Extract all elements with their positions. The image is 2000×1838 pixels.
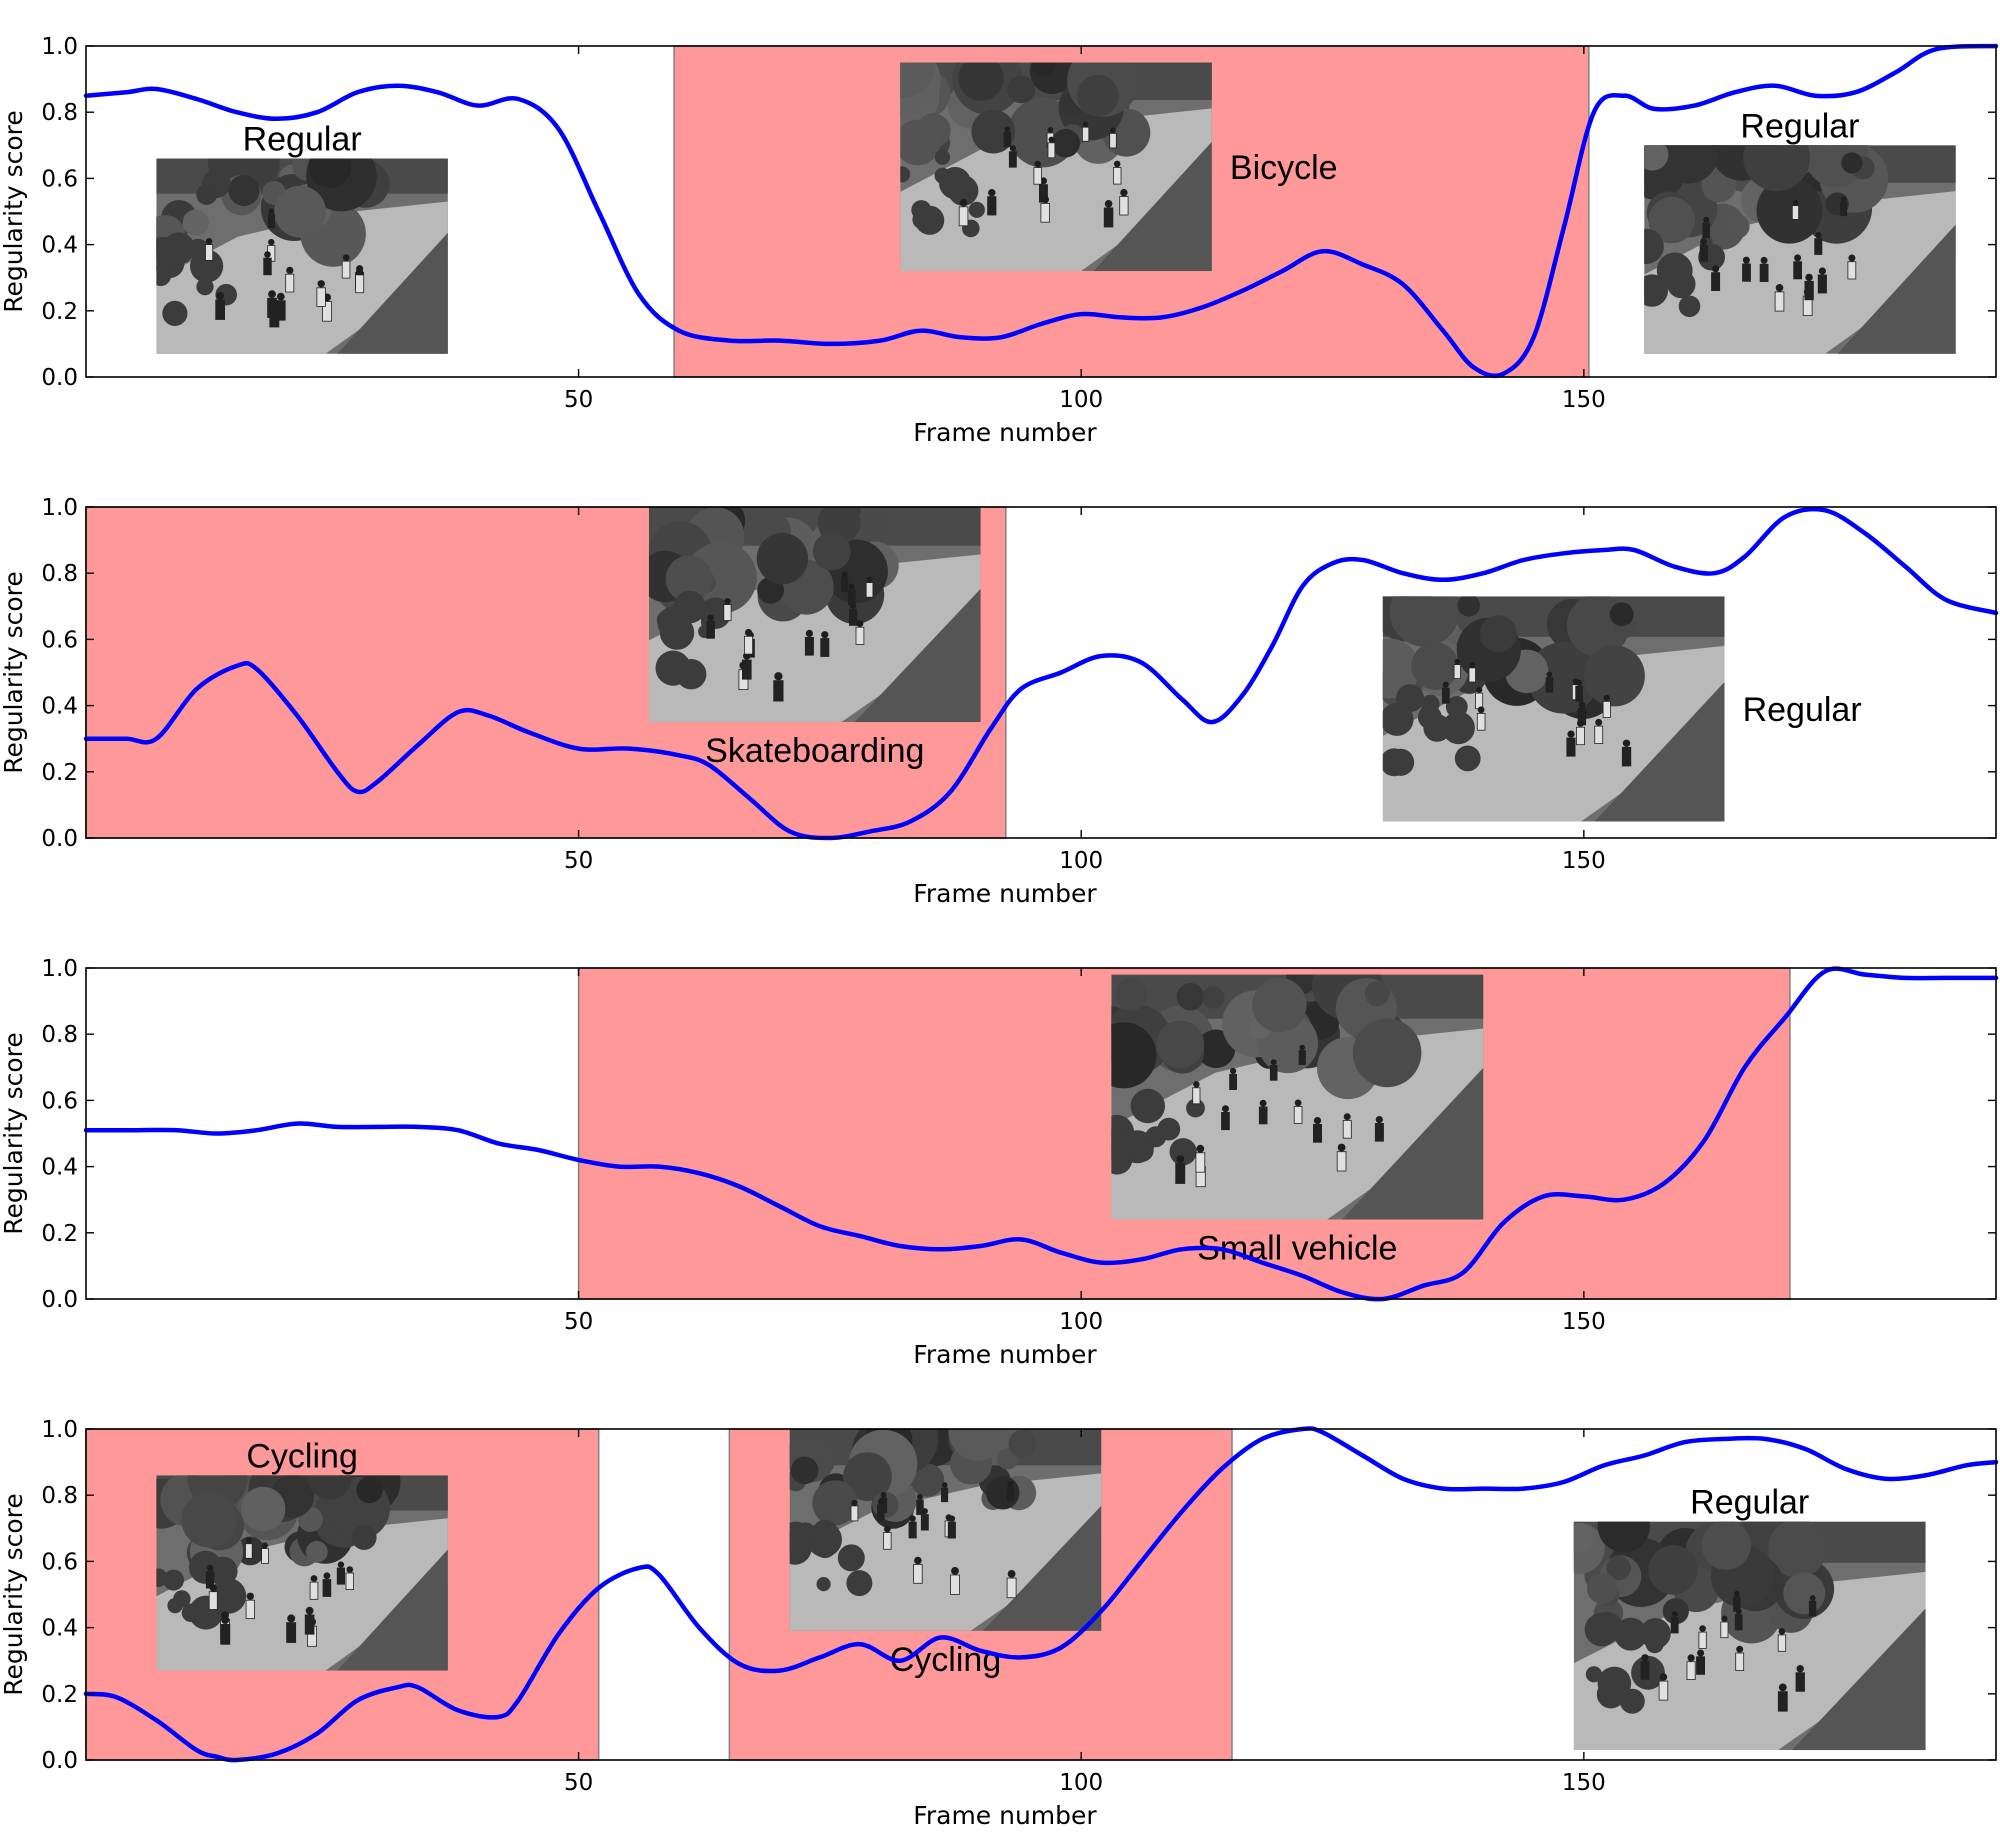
regularity-line (83, 1426, 1999, 1763)
x-tick-label: 150 (1562, 1770, 1606, 1796)
x-axis-label: Frame number (913, 418, 1097, 447)
regularity-line (83, 506, 1999, 841)
x-tick-label: 100 (1059, 1309, 1103, 1335)
annotation-label: Regular (1690, 1484, 1809, 1522)
y-tick-label: 1.0 (41, 956, 78, 982)
x-tick-label: 100 (1059, 848, 1103, 874)
plot-frame (85, 45, 1997, 378)
regularity-line (83, 966, 1999, 1302)
panel-2: Skateboarding Regular 0.0 0.2 0.4 0.6 0.8 1.0 50… (0, 495, 1999, 908)
plot-frame (85, 967, 1997, 1300)
y-tick-label: 0.6 (41, 627, 78, 653)
scene-thumbnail (648, 507, 981, 723)
y-tick-label: 0.2 (41, 760, 78, 786)
y-tick-label: 0.2 (41, 299, 78, 325)
x-tick-label: 50 (564, 848, 593, 874)
x-tick-label: 50 (564, 1309, 593, 1335)
plot-frame (85, 506, 1997, 839)
y-tick-label: 0.0 (41, 1748, 78, 1774)
annotation-label: Small vehicle (1197, 1230, 1397, 1268)
scene-thumbnail (1644, 145, 1956, 354)
y-tick-label: 0.2 (41, 1682, 78, 1708)
y-tick-label: 0.0 (41, 1287, 78, 1313)
y-tick-label: 0.4 (41, 233, 78, 259)
scene-thumbnail (900, 62, 1212, 272)
scene-thumbnail (1573, 1521, 1926, 1751)
x-tick-label: 50 (564, 387, 593, 413)
y-tick-label: 0.6 (41, 166, 78, 192)
scene-thumbnail (1111, 974, 1484, 1220)
y-tick-label: 1.0 (41, 1417, 78, 1443)
annotation-label: Bicycle (1230, 149, 1338, 187)
annotation-label: Skateboarding (705, 732, 924, 770)
y-axis-label: Regularity score (0, 110, 28, 313)
y-tick-label: 0.2 (41, 1221, 78, 1247)
x-tick-label: 150 (1562, 848, 1606, 874)
y-tick-label: 0.4 (41, 1616, 78, 1642)
scene-thumbnail (156, 158, 448, 354)
x-axis-label: Frame number (913, 1801, 1097, 1830)
annotation-label: Regular (243, 121, 362, 159)
y-tick-label: 0.4 (41, 694, 78, 720)
x-tick-label: 150 (1562, 387, 1606, 413)
x-tick-label: 100 (1059, 387, 1103, 413)
scene-thumbnail (156, 1475, 448, 1671)
y-tick-label: 0.4 (41, 1155, 78, 1181)
y-tick-label: 0.8 (41, 561, 78, 587)
y-tick-label: 0.0 (41, 826, 78, 852)
annotation-label: Cycling (246, 1437, 357, 1475)
panel-3: Small vehicle 0.0 0.2 0.4 0.6 0.8 1.0 50 100 150 F… (0, 956, 1999, 1369)
x-axis-label: Frame number (913, 879, 1097, 908)
x-tick-label: 50 (564, 1770, 593, 1796)
y-tick-label: 0.8 (41, 100, 78, 126)
x-tick-label: 150 (1562, 1309, 1606, 1335)
y-tick-label: 1.0 (41, 34, 78, 60)
y-tick-label: 0.6 (41, 1549, 78, 1575)
y-tick-label: 0.6 (41, 1088, 78, 1114)
y-axis-label: Regularity score (0, 1032, 28, 1235)
annotation-label: Regular (1740, 107, 1859, 145)
y-tick-label: 0.0 (41, 365, 78, 391)
panel-4: CyclingCyclingRegular0.00.20.40.60.81.05… (0, 1417, 1999, 1830)
regularity-line (83, 43, 1999, 379)
y-tick-label: 0.8 (41, 1022, 78, 1048)
scene-thumbnail (1382, 596, 1725, 822)
panel-1: Regular Bicycle Regular 0.0 0.2 0.4 0.6 0.8 1.0 5… (0, 34, 1999, 447)
y-tick-label: 0.8 (41, 1483, 78, 1509)
annotation-label: Regular (1743, 691, 1862, 729)
plot-frame (85, 1428, 1997, 1761)
scene-thumbnail (789, 1429, 1102, 1631)
x-tick-label: 100 (1059, 1770, 1103, 1796)
y-axis-label: Regularity score (0, 571, 28, 774)
x-axis-label: Frame number (913, 1340, 1097, 1369)
y-tick-label: 1.0 (41, 495, 78, 521)
y-axis-label: Regularity score (0, 1493, 28, 1696)
